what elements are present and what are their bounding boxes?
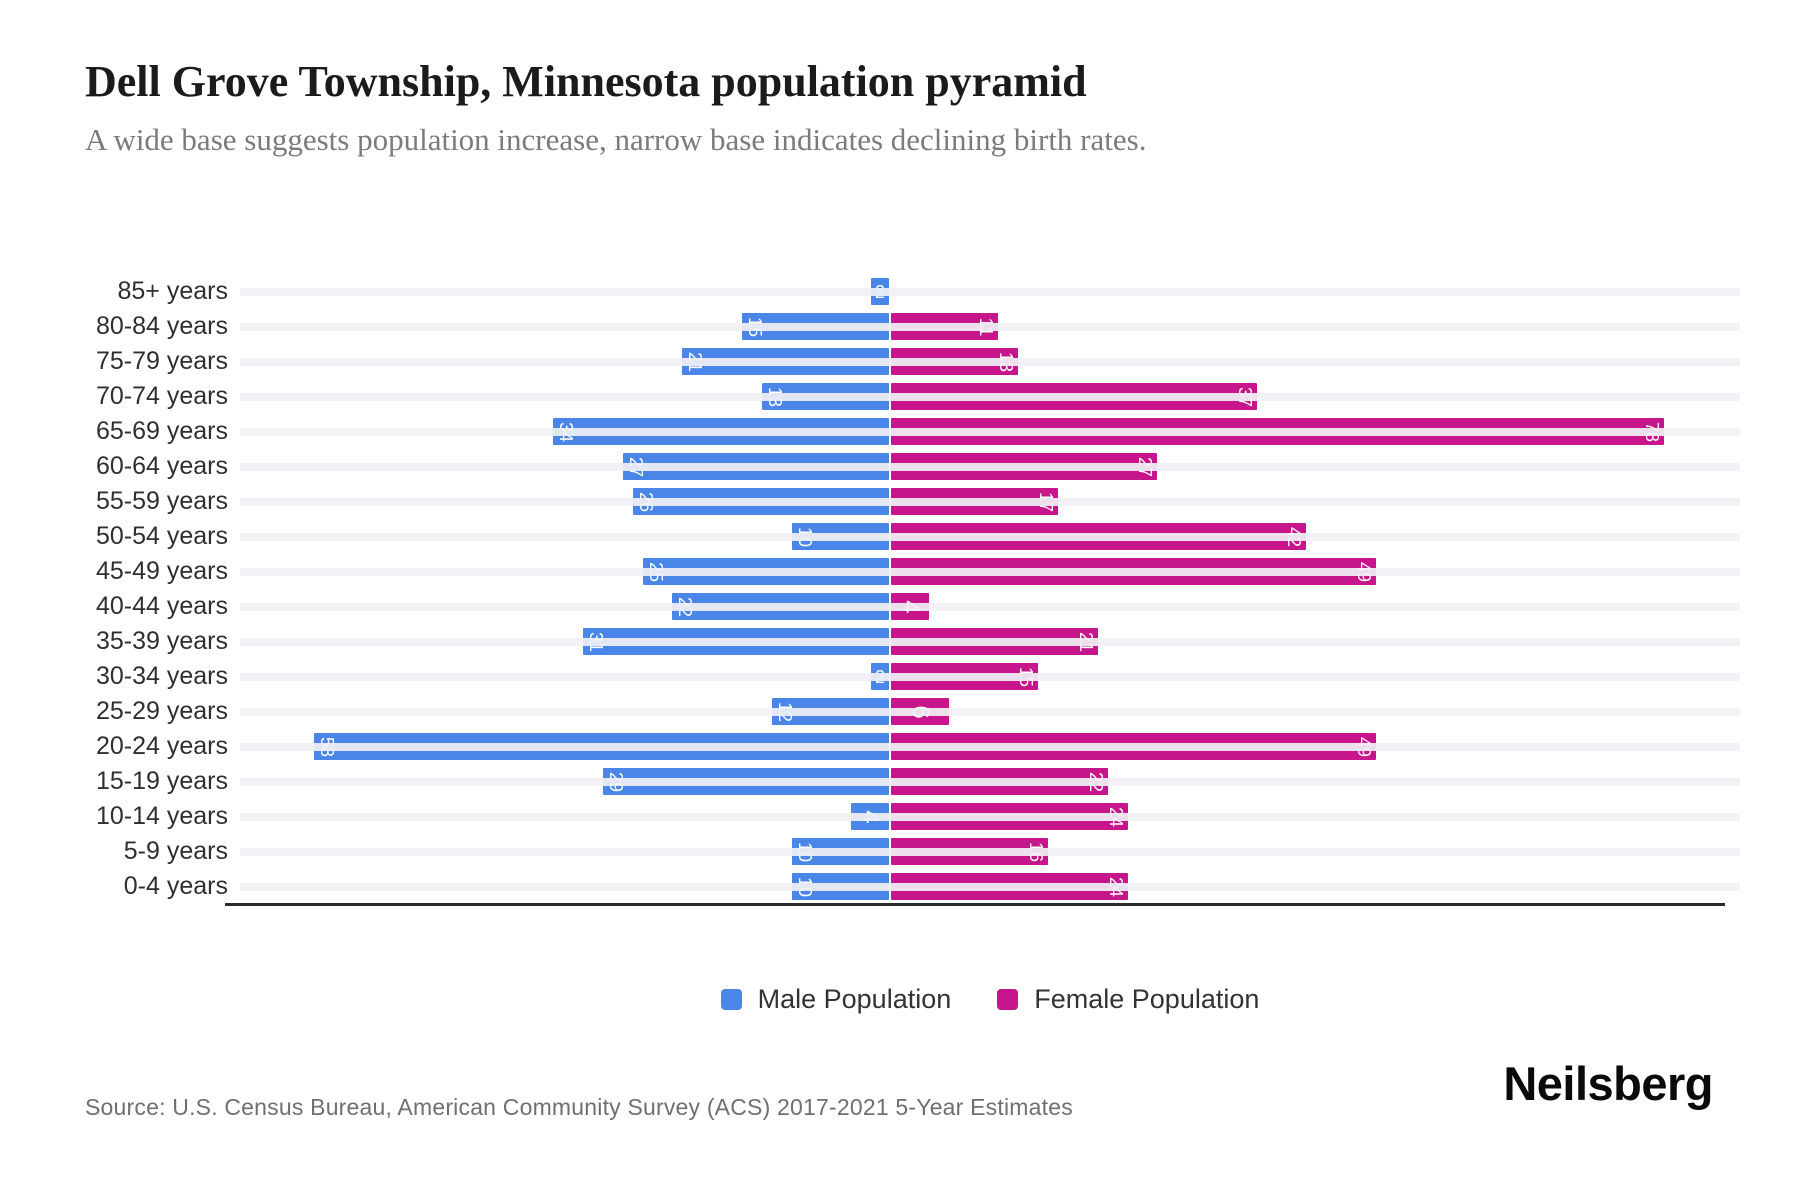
legend-label-female: Female Population	[1034, 984, 1260, 1014]
age-group-label: 50-54 years	[95, 522, 228, 550]
gridline	[240, 707, 1740, 716]
age-group-label: 65-69 years	[95, 417, 228, 445]
age-group-label: 10-14 years	[95, 802, 228, 830]
x-axis-line	[225, 903, 1725, 906]
gridline	[240, 497, 1740, 506]
age-group-label: 35-39 years	[95, 627, 228, 655]
y-axis-labels: 85+ years 80-84 years 75-79 years 70-74 yea…	[0, 274, 228, 904]
age-group-label: 0-4 years	[123, 872, 228, 900]
chart-legend: Male Population Female Population	[240, 984, 1740, 1015]
gridline	[240, 847, 1740, 856]
age-group-label: 20-24 years	[95, 732, 228, 760]
gridline	[240, 427, 1740, 436]
gridline	[240, 567, 1740, 576]
chart-plot-area: 2151121131337347827272617104225492243121…	[240, 274, 1740, 904]
gridline	[240, 602, 1740, 611]
gridline	[240, 392, 1740, 401]
source-attribution: Source: U.S. Census Bureau, American Com…	[85, 1094, 1073, 1120]
age-group-label: 80-84 years	[95, 312, 228, 340]
gridline	[240, 672, 1740, 681]
page-subtitle: A wide base suggests population increase…	[85, 122, 1147, 157]
age-group-label: 30-34 years	[95, 662, 228, 690]
gridline	[240, 777, 1740, 786]
age-group-label: 25-29 years	[95, 697, 228, 725]
legend-label-male: Male Population	[757, 984, 952, 1014]
age-group-label: 70-74 years	[95, 382, 228, 410]
neilsberg-logo: Neilsberg	[1503, 1057, 1713, 1110]
gridline	[240, 357, 1740, 366]
age-group-label: 5-9 years	[123, 837, 228, 865]
age-group-label: 75-79 years	[95, 347, 228, 375]
age-group-label: 60-64 years	[95, 452, 228, 480]
gridline	[240, 287, 1740, 296]
legend-item-male[interactable]: Male Population	[720, 984, 952, 1015]
male-legend-swatch-icon	[720, 989, 742, 1010]
age-group-label: 15-19 years	[95, 767, 228, 795]
gridline	[240, 462, 1740, 471]
legend-item-female[interactable]: Female Population	[997, 984, 1259, 1015]
page-title: Dell Grove Township, Minnesota populatio…	[85, 57, 1087, 106]
gridline	[240, 882, 1740, 891]
age-group-label: 40-44 years	[95, 592, 228, 620]
gridline	[240, 812, 1740, 821]
age-group-label: 45-49 years	[95, 557, 228, 585]
gridline	[240, 742, 1740, 751]
female-legend-swatch-icon	[997, 989, 1019, 1010]
age-group-label: 85+ years	[117, 277, 229, 305]
gridline	[240, 322, 1740, 331]
gridline	[240, 637, 1740, 646]
age-group-label: 55-59 years	[95, 487, 228, 515]
gridline	[240, 532, 1740, 541]
